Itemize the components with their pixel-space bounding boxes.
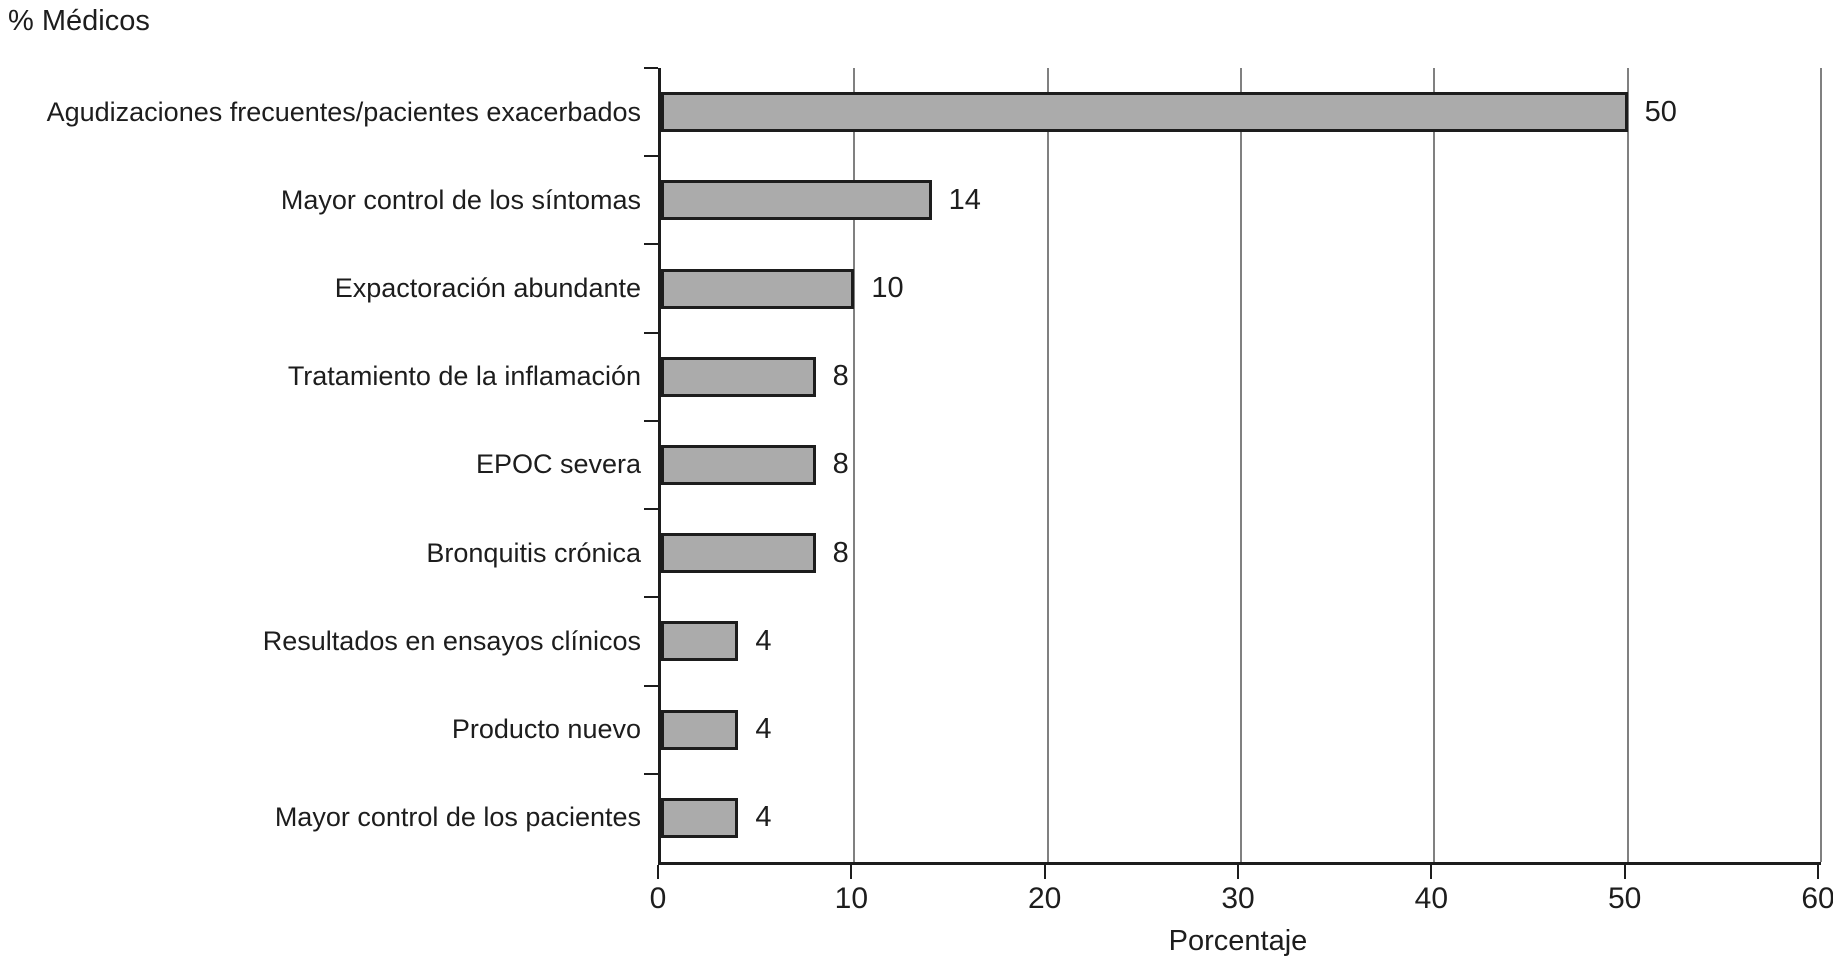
x-axis-tick-labels: 0 10 20 30 40 50 60 bbox=[650, 882, 1833, 916]
bar bbox=[661, 797, 739, 838]
gridline bbox=[1433, 68, 1436, 862]
bar-row: 8 bbox=[661, 421, 1821, 509]
plot-area: 50 14 10 8 8 8 bbox=[658, 68, 1822, 865]
value-label: 4 bbox=[755, 624, 772, 657]
value-label: 4 bbox=[755, 801, 772, 834]
bar bbox=[661, 444, 816, 485]
y-tick-mark bbox=[644, 684, 658, 687]
value-label: 14 bbox=[948, 183, 981, 216]
y-tick-mark bbox=[644, 331, 658, 334]
y-tick-mark bbox=[644, 67, 658, 69]
bar-row: 50 bbox=[661, 68, 1821, 156]
y-tick-mark bbox=[644, 596, 658, 599]
x-tick-mark bbox=[1237, 865, 1239, 879]
chart-title: % Médicos bbox=[8, 5, 150, 37]
x-tick-mark bbox=[1817, 865, 1819, 879]
bar bbox=[661, 356, 816, 397]
x-tick-label: 60 bbox=[1801, 882, 1833, 915]
x-tick-label: 10 bbox=[834, 882, 869, 915]
x-tick-label: 20 bbox=[1027, 882, 1062, 915]
x-tick-label: 30 bbox=[1221, 882, 1255, 915]
category-label: Mayor control de los pacientes bbox=[274, 802, 641, 833]
bar bbox=[661, 268, 855, 309]
value-label: 10 bbox=[871, 272, 904, 305]
x-tick-label: 50 bbox=[1607, 882, 1642, 915]
gridline bbox=[1820, 68, 1822, 862]
category-label: Tratamiento de la inflamación bbox=[287, 361, 641, 392]
y-tick-mark bbox=[644, 243, 658, 246]
category-label: EPOC severa bbox=[475, 449, 641, 480]
category-label: Mayor control de los síntomas bbox=[280, 184, 641, 215]
x-tick-mark bbox=[1430, 865, 1433, 879]
bar-row: 4 bbox=[661, 686, 1821, 774]
bar-row: 10 bbox=[661, 244, 1821, 332]
bar bbox=[661, 180, 932, 221]
gridline bbox=[1626, 68, 1629, 862]
gridline bbox=[853, 68, 856, 862]
bar-row: 8 bbox=[661, 333, 1821, 421]
gridline bbox=[1046, 68, 1049, 862]
category-axis-labels: Agudizaciones frecuentes/pacientes exace… bbox=[0, 68, 641, 862]
x-tick-mark bbox=[850, 865, 853, 879]
value-label: 8 bbox=[832, 360, 849, 393]
category-label: Agudizaciones frecuentes/pacientes exace… bbox=[46, 96, 641, 127]
x-tick-label: 0 bbox=[649, 882, 667, 915]
y-tick-mark bbox=[644, 508, 658, 511]
category-label: Resultados en ensayos clínicos bbox=[262, 625, 641, 656]
x-tick-label: 40 bbox=[1414, 882, 1449, 915]
x-tick-mark bbox=[1623, 865, 1626, 879]
category-label: Bronquitis crónica bbox=[426, 537, 641, 568]
bar bbox=[661, 709, 739, 750]
bar-row: 4 bbox=[661, 597, 1821, 685]
bar-row: 4 bbox=[661, 774, 1821, 862]
value-label: 8 bbox=[832, 448, 849, 481]
x-tick-mark bbox=[657, 865, 659, 879]
bar bbox=[661, 621, 739, 662]
y-tick-mark bbox=[644, 155, 658, 158]
bar bbox=[661, 533, 816, 574]
category-label: Expactoración abundante bbox=[334, 273, 641, 304]
value-label: 8 bbox=[832, 536, 849, 569]
category-label: Producto nuevo bbox=[451, 714, 641, 745]
x-tick-mark bbox=[1043, 865, 1046, 879]
value-label: 50 bbox=[1644, 95, 1677, 128]
x-axis-title: Porcentaje bbox=[1168, 925, 1308, 957]
gridline bbox=[1240, 68, 1242, 862]
bar-rows: 50 14 10 8 8 8 bbox=[661, 68, 1821, 862]
y-tick-mark bbox=[644, 772, 658, 775]
bar-row: 14 bbox=[661, 156, 1821, 244]
y-tick-mark bbox=[644, 419, 658, 422]
bar bbox=[661, 92, 1628, 133]
bar-row: 8 bbox=[661, 509, 1821, 597]
value-label: 4 bbox=[755, 713, 772, 746]
